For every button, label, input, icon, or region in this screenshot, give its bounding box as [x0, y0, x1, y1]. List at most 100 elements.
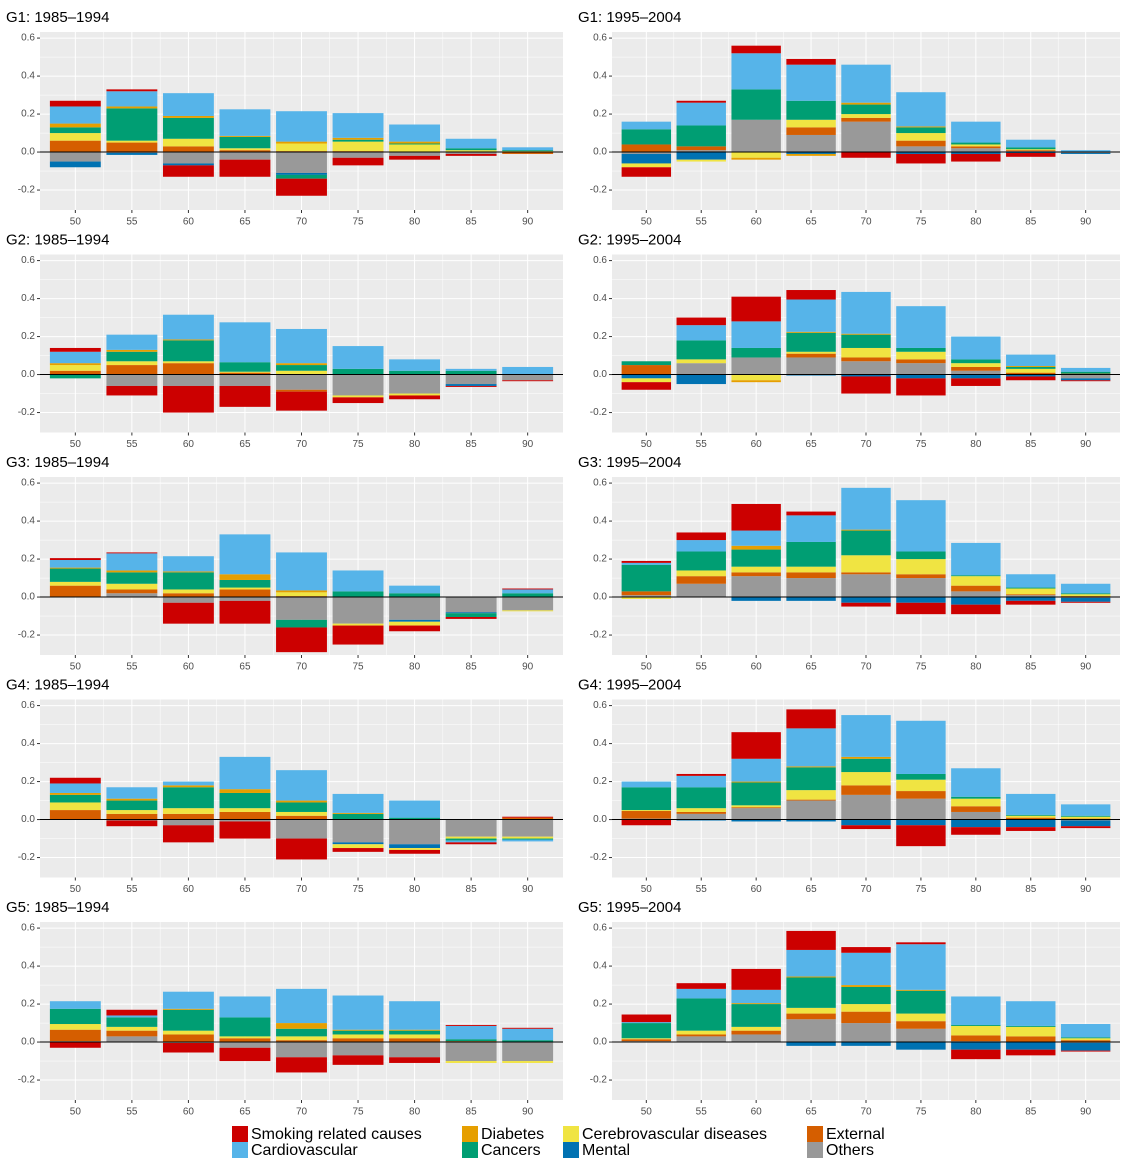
bar-segment	[896, 597, 946, 603]
bar-segment	[106, 385, 158, 396]
y-tick-label: 0.2	[593, 776, 607, 787]
y-tick-label: 0.2	[593, 331, 607, 342]
bar-segment	[162, 787, 214, 809]
bar-segment	[841, 117, 891, 122]
bar-segment	[106, 1030, 158, 1037]
y-tick-label: 0.6	[593, 478, 607, 489]
y-tick-label: 0.2	[21, 331, 35, 342]
bar-segment	[162, 597, 214, 603]
bar-segment	[49, 374, 101, 379]
bar-segment	[841, 572, 891, 575]
bar-segment	[445, 597, 497, 613]
bar-segment	[731, 347, 781, 358]
bar-segment	[276, 1040, 327, 1043]
bar-segment	[445, 1039, 497, 1042]
bar-segment	[106, 583, 158, 590]
bar-segment	[219, 1047, 271, 1062]
bar-segment	[332, 625, 384, 645]
bar-segment	[276, 391, 327, 411]
bar-segment	[49, 100, 101, 107]
bar-segment	[621, 819, 672, 826]
bar-segment	[219, 109, 271, 136]
bar-segment	[676, 100, 726, 103]
bar-segment	[676, 570, 726, 577]
bar-segment	[332, 1038, 384, 1043]
bar-segment	[841, 529, 891, 531]
bar-segment	[951, 142, 1001, 145]
y-tick-label: 0.6	[21, 33, 35, 44]
bar-segment	[896, 153, 946, 164]
legend-swatch	[232, 1142, 248, 1158]
bar-segment	[49, 792, 101, 795]
bar-segment	[219, 1017, 271, 1037]
bar-segment	[951, 336, 1001, 360]
y-tick-label: 0.0	[593, 1037, 607, 1048]
bar-segment	[49, 363, 101, 366]
bar-segment	[1060, 583, 1111, 594]
y-tick-label: 0.0	[593, 369, 607, 380]
bar-segment	[502, 1061, 554, 1063]
bar-segment	[502, 152, 554, 154]
bar-segment	[841, 361, 891, 375]
bar-segment	[786, 977, 836, 1008]
bar-segment	[162, 819, 214, 826]
bar-segment	[731, 296, 781, 322]
x-tick-label: 90	[1080, 884, 1092, 895]
bar-segment	[389, 1038, 441, 1043]
bar-segment	[786, 64, 836, 101]
bar-segment	[896, 152, 946, 154]
bar-segment	[445, 384, 497, 386]
x-tick-label: 75	[352, 217, 364, 228]
bar-segment	[332, 1042, 384, 1056]
bar-segment	[106, 589, 158, 594]
legend-swatch	[807, 1142, 823, 1158]
bar-segment	[445, 150, 497, 153]
bar-segment	[389, 1034, 441, 1039]
bar-segment	[896, 942, 946, 945]
bar-segment	[389, 144, 441, 153]
y-tick-label: -0.2	[18, 852, 36, 863]
bar-segment	[1060, 820, 1111, 827]
bar-segment	[731, 782, 781, 806]
bar-segment	[389, 359, 441, 371]
bar-segment	[1006, 139, 1056, 148]
bar-segment	[896, 1013, 946, 1022]
bar-segment	[951, 585, 1001, 592]
bar-segment	[676, 146, 726, 151]
y-tick-label: 0.4	[593, 293, 607, 304]
bar-segment	[841, 334, 891, 348]
bar-segment	[731, 1026, 781, 1031]
bar-segment	[502, 839, 554, 842]
bar-segment	[951, 1042, 1001, 1050]
bar-segment	[731, 989, 781, 1004]
x-tick-label: 90	[1080, 662, 1092, 673]
bar-segment	[49, 140, 101, 153]
bar-segment	[502, 816, 554, 818]
bar-segment	[49, 152, 101, 162]
bar-segment	[445, 368, 497, 371]
bar-segment	[841, 102, 891, 105]
bar-segment	[676, 998, 726, 1031]
bar-segment	[896, 500, 946, 552]
bar-segment	[786, 511, 836, 516]
y-tick-label: 0.6	[593, 33, 607, 44]
bar-segment	[621, 811, 672, 819]
bar-segment	[951, 1035, 1001, 1042]
bar-segment	[49, 133, 101, 141]
panel-title: G1: 1985–1994	[6, 9, 109, 26]
bar-segment	[676, 1034, 726, 1037]
bar-segment	[389, 1030, 441, 1035]
bar-segment	[332, 813, 384, 820]
bar-segment	[106, 810, 158, 814]
bar-segment	[621, 1014, 672, 1023]
bar-segment	[841, 1004, 891, 1012]
x-tick-label: 90	[522, 1107, 534, 1118]
bar-segment	[332, 844, 384, 849]
bar-segment	[106, 820, 158, 827]
x-tick-label: 90	[522, 662, 534, 673]
bar-segment	[502, 836, 554, 839]
x-tick-label: 90	[522, 217, 534, 228]
bar-segment	[49, 123, 101, 128]
bar-segment	[951, 153, 1001, 162]
bar-segment	[106, 553, 158, 571]
